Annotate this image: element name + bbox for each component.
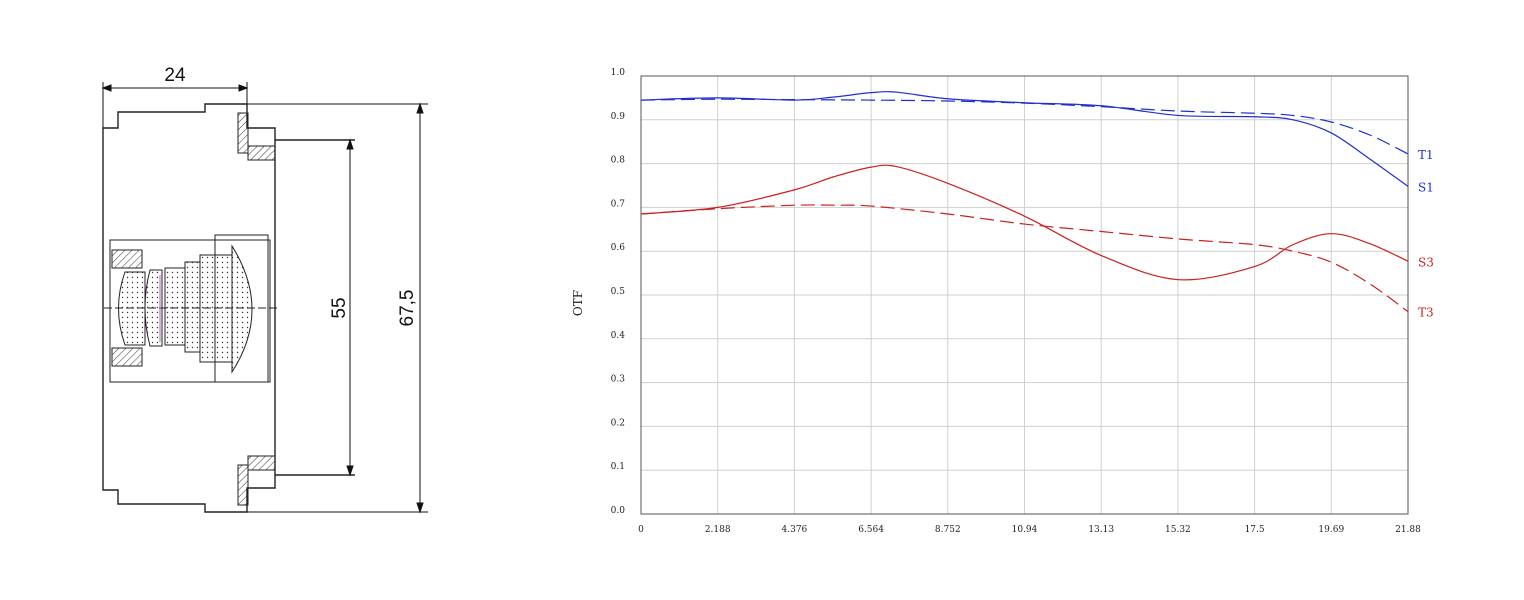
x-tick-label: 10.94 bbox=[1012, 525, 1038, 535]
legend-label-s1: S1 bbox=[1418, 180, 1434, 194]
dim-outer-label: 67,5 bbox=[397, 290, 418, 327]
legend-label-t1: T1 bbox=[1418, 148, 1434, 162]
chart-series bbox=[640, 91, 1409, 313]
x-tick-label: 2.188 bbox=[705, 525, 731, 535]
series-line-s3 bbox=[640, 164, 1409, 281]
y-axis-title: OTF bbox=[571, 290, 585, 316]
x-tick-label: 4.376 bbox=[782, 525, 808, 535]
y-tick-label: 0.4 bbox=[611, 331, 626, 341]
housing-outline bbox=[102, 103, 355, 513]
chart-ticks: 0 2.188 4.376 6.564 8.752 10.94 13.13 15.32 17.5… bbox=[611, 68, 1421, 535]
x-tick-label: 6.564 bbox=[858, 525, 884, 535]
lens-assembly bbox=[104, 234, 278, 383]
y-tick-label: 0.1 bbox=[611, 462, 625, 472]
x-tick-label: 0 bbox=[638, 525, 644, 535]
x-tick-label: 19.69 bbox=[1318, 525, 1344, 535]
y-tick-label: 0.3 bbox=[611, 375, 626, 385]
dim-width-label: 24 bbox=[164, 65, 186, 86]
chart-legend: T1 S1 S3 T3 bbox=[1418, 148, 1434, 320]
dimension-lines bbox=[101, 82, 428, 514]
chart-grid bbox=[640, 75, 1409, 515]
legend-label-s3: S3 bbox=[1418, 255, 1434, 269]
y-tick-label: 1.0 bbox=[611, 68, 626, 78]
series-line-s1 bbox=[640, 91, 1409, 187]
x-tick-label: 13.13 bbox=[1088, 525, 1114, 535]
y-tick-label: 0.0 bbox=[611, 506, 626, 516]
y-tick-label: 0.5 bbox=[611, 287, 626, 297]
x-tick-label: 15.32 bbox=[1165, 525, 1191, 535]
y-tick-label: 0.6 bbox=[611, 243, 626, 253]
y-tick-label: 0.9 bbox=[611, 112, 626, 122]
legend-label-t3: T3 bbox=[1418, 306, 1434, 320]
x-tick-label: 8.752 bbox=[935, 525, 961, 535]
dim-inner-label: 55 bbox=[329, 297, 350, 318]
x-tick-label: 21.88 bbox=[1395, 525, 1421, 535]
y-tick-label: 0.2 bbox=[611, 418, 625, 428]
y-tick-label: 0.8 bbox=[611, 156, 626, 166]
flange-hatch bbox=[237, 112, 276, 506]
plot-area-border bbox=[640, 75, 1409, 515]
series-line-t3 bbox=[640, 204, 1409, 313]
x-tick-label: 17.5 bbox=[1245, 525, 1265, 535]
y-tick-label: 0.7 bbox=[611, 199, 626, 209]
